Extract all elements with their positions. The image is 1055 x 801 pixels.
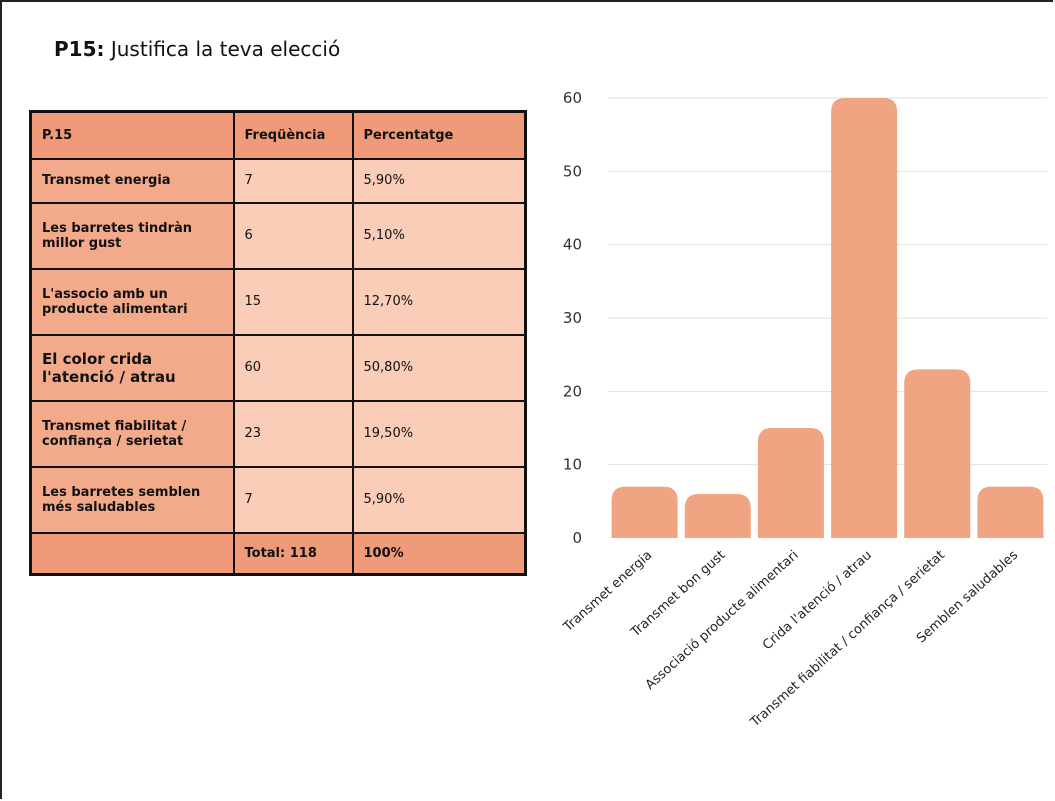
row-label: El color crida l'atenció / atrau — [29, 333, 235, 402]
frequency-table: P.15 Freqüència Percentatge Transmet ene… — [29, 110, 527, 576]
y-tick-label: 50 — [563, 162, 582, 180]
question-text: Justifica la teva elecció — [104, 37, 341, 61]
table-total-row: Total: 118 100% — [29, 531, 527, 576]
table-header-row: P.15 Freqüència Percentatge — [29, 110, 527, 160]
question-number: P15: — [54, 37, 105, 61]
row-percentage: 50,80% — [351, 333, 527, 402]
y-tick-label: 10 — [563, 456, 582, 474]
row-label: Transmet fiabilitat / confiança / seriet… — [29, 399, 235, 468]
header-percentage: Percentatge — [351, 110, 527, 160]
table-row: Transmet fiabilitat / confiança / seriet… — [29, 399, 527, 468]
header-question: P.15 — [29, 110, 235, 160]
bar — [757, 428, 824, 538]
header-frequency: Freqüència — [232, 110, 354, 160]
y-tick-label: 60 — [563, 89, 582, 107]
row-label: Les barretes tindràn millor gust — [29, 201, 235, 270]
bar — [977, 486, 1044, 538]
row-label: Les barretes semblen més saludables — [29, 465, 235, 534]
row-percentage: 5,90% — [351, 465, 527, 534]
table-row: El color crida l'atenció / atrau 60 50,8… — [29, 333, 527, 402]
table-row: L'associo amb un producte alimentari 15 … — [29, 267, 527, 336]
table-row: Les barretes semblen més saludables 7 5,… — [29, 465, 527, 534]
total-frequency: Total: 118 — [232, 531, 354, 576]
row-percentage: 5,90% — [351, 157, 527, 204]
row-percentage: 19,50% — [351, 399, 527, 468]
page-title: P15: Justifica la teva elecció — [54, 36, 340, 62]
total-percentage: 100% — [351, 531, 527, 576]
y-tick-label: 20 — [563, 382, 582, 400]
y-tick-label: 40 — [563, 236, 582, 254]
bar — [684, 494, 751, 538]
x-tick-label: Associació producte alimentari — [643, 548, 802, 693]
row-percentage: 5,10% — [351, 201, 527, 270]
bar — [831, 98, 898, 538]
table-row: Transmet energia 7 5,90% — [29, 157, 527, 204]
row-frequency: 7 — [232, 465, 354, 534]
row-label: Transmet energia — [29, 157, 235, 204]
total-label — [29, 531, 235, 576]
y-tick-label: 30 — [563, 309, 582, 327]
row-frequency: 60 — [232, 333, 354, 402]
row-frequency: 6 — [232, 201, 354, 270]
row-frequency: 7 — [232, 157, 354, 204]
row-label: L'associo amb un producte alimentari — [29, 267, 235, 336]
row-frequency: 15 — [232, 267, 354, 336]
row-percentage: 12,70% — [351, 267, 527, 336]
bar — [611, 486, 678, 538]
bar — [904, 369, 971, 538]
table-row: Les barretes tindràn millor gust 6 5,10% — [29, 201, 527, 270]
row-frequency: 23 — [232, 399, 354, 468]
y-tick-label: 0 — [572, 529, 582, 547]
